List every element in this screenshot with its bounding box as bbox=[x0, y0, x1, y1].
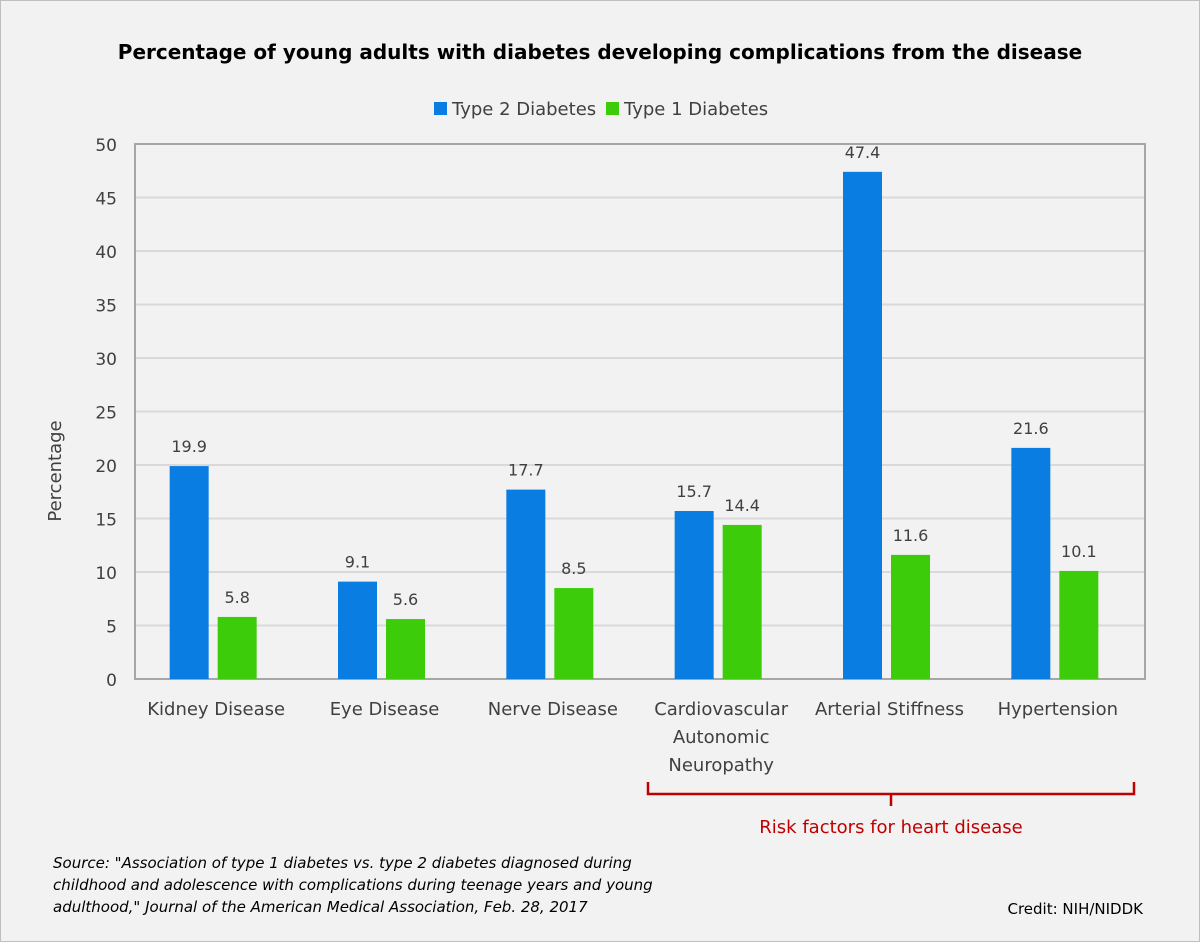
data-label: 47.4 bbox=[845, 143, 881, 162]
y-tick-label: 10 bbox=[95, 564, 117, 584]
x-tick-label: Autonomic bbox=[673, 727, 770, 748]
bar-type2 bbox=[338, 581, 377, 679]
x-tick-label: Eye Disease bbox=[330, 699, 440, 720]
bar-type2 bbox=[1011, 447, 1051, 679]
data-label: 14.4 bbox=[724, 496, 760, 515]
bar-type1 bbox=[1059, 570, 1099, 679]
x-tick-label: Kidney Disease bbox=[147, 699, 285, 720]
legend-label: Type 1 Diabetes bbox=[623, 99, 768, 120]
data-label: 15.7 bbox=[676, 482, 712, 501]
bar-type2 bbox=[169, 466, 209, 679]
x-tick-label: Nerve Disease bbox=[488, 699, 618, 720]
source-text: Source: "Association of type 1 diabetes … bbox=[53, 854, 632, 872]
bar-type2 bbox=[674, 511, 714, 679]
x-tick-label: Hypertension bbox=[998, 699, 1118, 720]
bar-type1 bbox=[722, 524, 762, 679]
x-tick-label: Arterial Stiffness bbox=[815, 699, 964, 720]
source-text: childhood and adolescence with complicat… bbox=[53, 876, 653, 894]
bar-type1 bbox=[386, 619, 425, 679]
y-tick-label: 30 bbox=[95, 350, 117, 370]
legend-label: Type 2 Diabetes bbox=[451, 99, 596, 120]
data-label: 17.7 bbox=[508, 461, 544, 480]
data-label: 21.6 bbox=[1013, 419, 1049, 438]
data-label: 5.6 bbox=[393, 590, 418, 609]
legend-swatch bbox=[434, 102, 447, 115]
y-tick-label: 15 bbox=[95, 511, 117, 531]
legend-swatch bbox=[606, 102, 619, 115]
y-tick-label: 5 bbox=[106, 618, 117, 638]
y-tick-label: 35 bbox=[95, 297, 117, 317]
data-label: 9.1 bbox=[345, 553, 370, 572]
y-tick-label: 25 bbox=[95, 404, 117, 424]
y-axis-label: Percentage bbox=[45, 420, 66, 521]
y-tick-label: 45 bbox=[95, 190, 117, 210]
bar-type1 bbox=[217, 616, 257, 679]
bar-type1 bbox=[891, 554, 930, 679]
data-label: 19.9 bbox=[171, 437, 207, 456]
data-label: 5.8 bbox=[224, 588, 249, 607]
bar-type2 bbox=[506, 489, 546, 679]
data-label: 8.5 bbox=[561, 559, 586, 578]
y-tick-label: 20 bbox=[95, 457, 117, 477]
chart-title: Percentage of young adults with diabetes… bbox=[118, 40, 1082, 64]
bar-type1 bbox=[554, 588, 594, 679]
x-tick-label: Cardiovascular bbox=[654, 699, 789, 720]
x-tick-label: Neuropathy bbox=[668, 755, 774, 776]
data-label: 11.6 bbox=[893, 526, 929, 545]
plot-frame bbox=[134, 143, 1146, 680]
source-text: adulthood," Journal of the American Medi… bbox=[53, 898, 588, 916]
annotation-label: Risk factors for heart disease bbox=[759, 817, 1022, 838]
y-tick-label: 50 bbox=[95, 136, 117, 156]
y-tick-label: 0 bbox=[106, 671, 117, 691]
bracket bbox=[646, 782, 1136, 806]
credit-text: Credit: NIH/NIDDK bbox=[1008, 900, 1145, 918]
bar-type2 bbox=[843, 171, 882, 679]
data-label: 10.1 bbox=[1061, 542, 1097, 561]
y-tick-label: 40 bbox=[95, 243, 117, 263]
